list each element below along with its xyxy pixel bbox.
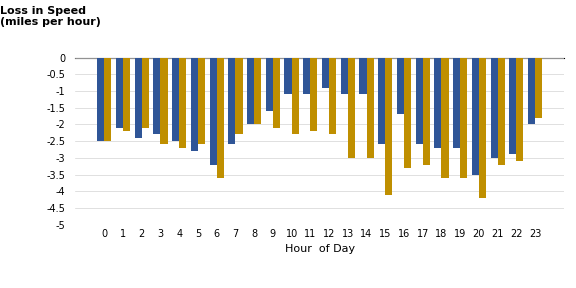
Bar <box>322 58 329 88</box>
Bar <box>123 58 130 131</box>
Bar <box>228 58 236 145</box>
Bar <box>359 58 366 94</box>
X-axis label: Hour  of Day: Hour of Day <box>285 244 355 254</box>
Bar <box>460 58 467 178</box>
Bar <box>310 58 317 131</box>
Bar <box>416 58 423 145</box>
Bar <box>491 58 498 158</box>
Bar <box>291 58 299 134</box>
Bar <box>142 58 149 128</box>
Bar <box>179 58 186 148</box>
Bar <box>340 58 348 94</box>
Bar <box>172 58 179 141</box>
Bar <box>348 58 355 158</box>
Bar <box>236 58 242 134</box>
Text: Loss in Speed
(miles per hour): Loss in Speed (miles per hour) <box>0 6 101 27</box>
Bar <box>378 58 385 145</box>
Bar <box>498 58 505 164</box>
Bar <box>397 58 404 114</box>
Bar <box>135 58 142 138</box>
Bar <box>198 58 205 145</box>
Bar <box>423 58 430 164</box>
Bar <box>441 58 449 178</box>
Bar <box>266 58 273 111</box>
Bar <box>210 58 217 164</box>
Bar <box>528 58 535 124</box>
Bar <box>254 58 262 124</box>
Bar <box>472 58 479 175</box>
Bar <box>366 58 374 158</box>
Bar <box>217 58 223 178</box>
Bar <box>191 58 198 151</box>
Bar <box>516 58 524 161</box>
Bar <box>285 58 291 94</box>
Bar <box>479 58 486 198</box>
Bar <box>329 58 336 134</box>
Bar <box>97 58 104 141</box>
Bar <box>303 58 310 94</box>
Bar <box>385 58 392 195</box>
Bar <box>434 58 441 148</box>
Bar <box>535 58 542 118</box>
Bar <box>161 58 168 145</box>
Bar <box>104 58 111 141</box>
Bar <box>404 58 411 168</box>
Bar <box>509 58 516 154</box>
Bar <box>247 58 254 124</box>
Bar <box>153 58 161 134</box>
Bar <box>116 58 123 128</box>
Bar <box>273 58 280 128</box>
Bar <box>453 58 460 148</box>
